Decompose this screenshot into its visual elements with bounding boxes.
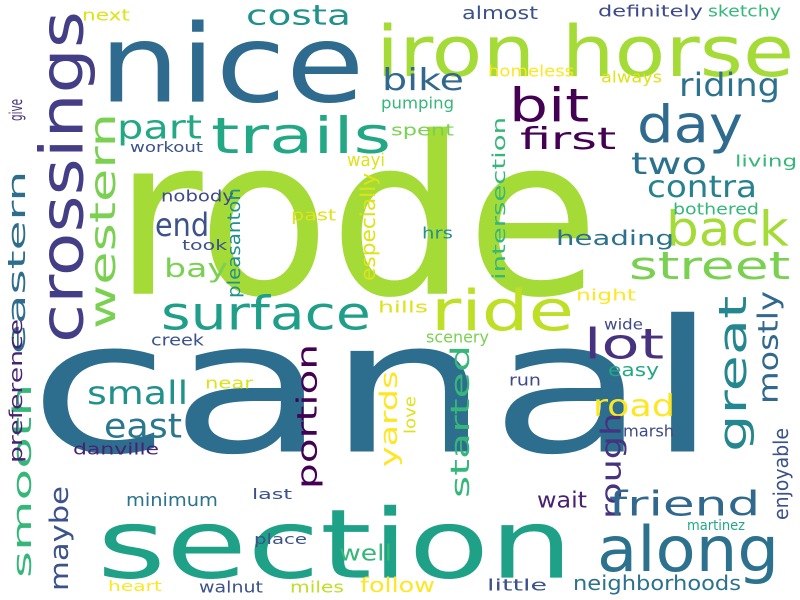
word-portion: portion: [290, 343, 324, 489]
word-give: give: [5, 99, 27, 121]
word-sketchy: sketchy: [708, 1, 781, 21]
word-started: started: [444, 345, 476, 498]
word-spent: spent: [391, 120, 454, 140]
word-back: back: [666, 200, 789, 257]
word-mostly: mostly: [751, 291, 785, 404]
word-wait: wait: [537, 487, 588, 513]
word-martinez: martinez: [687, 516, 746, 534]
word-creek: creek: [151, 330, 204, 350]
word-workout: workout: [130, 138, 204, 156]
word-bike: bike: [382, 62, 465, 98]
word-wayi: wayi: [347, 149, 386, 171]
word-great: great: [710, 295, 756, 452]
word-road: road: [593, 388, 675, 424]
word-trails: trails: [211, 106, 392, 165]
word-heart: heart: [108, 577, 162, 595]
word-love: love: [400, 396, 420, 434]
word-east: east: [104, 405, 183, 446]
word-street: street: [629, 243, 791, 289]
word-section: section: [97, 488, 574, 600]
word-miles: miles: [290, 577, 344, 597]
word-along: along: [597, 513, 780, 586]
word-marsh: marsh: [623, 421, 675, 441]
word-rode: rode: [114, 89, 600, 347]
word-lot: lot: [584, 319, 665, 369]
word-walnut: walnut: [199, 577, 263, 597]
word-first: first: [520, 121, 617, 157]
word-took: took: [182, 236, 228, 254]
word-surface: surface: [161, 286, 371, 341]
word-definitely: definitely: [598, 1, 703, 21]
word-enjoyable: enjoyable: [769, 427, 793, 520]
word-homeless: homeless: [488, 61, 575, 81]
word-little: little: [487, 575, 548, 595]
word-well: well: [339, 540, 392, 566]
word-hrs: hrs: [422, 223, 453, 243]
word-friend: friend: [609, 483, 761, 524]
word-last: last: [252, 485, 293, 503]
word-two: two: [631, 146, 708, 182]
word-riding: riding: [679, 66, 781, 104]
word-next: next: [82, 5, 130, 25]
word-neighborhoods: neighborhoods: [573, 571, 741, 595]
word-minimum: minimum: [126, 489, 218, 511]
word-maybe: maybe: [43, 486, 75, 591]
word-wide: wide: [604, 315, 643, 334]
word-hills: hills: [378, 297, 428, 317]
word-part: part: [117, 108, 203, 147]
word-always: always: [601, 67, 663, 87]
word-western: western: [81, 113, 124, 329]
word-bothered: bothered: [673, 199, 759, 219]
word-canal: canal: [29, 280, 719, 496]
word-intersection: intersection: [488, 116, 510, 280]
word-easy: easy: [608, 359, 660, 381]
word-near: near: [205, 373, 254, 393]
word-living: living: [735, 151, 798, 171]
word-bay: bay: [164, 252, 228, 284]
word-follow: follow: [360, 573, 435, 597]
word-contra: contra: [647, 169, 758, 205]
word-nice: nice: [99, 1, 365, 128]
word-end: end: [155, 206, 210, 244]
word-costa: costa: [246, 0, 351, 32]
word-past: past: [291, 205, 337, 225]
word-night: night: [576, 285, 637, 305]
word-especially: especially: [356, 172, 380, 281]
word-place: place: [254, 530, 308, 548]
word-ride: ride: [431, 277, 574, 344]
word-scenery: scenery: [426, 327, 489, 347]
word-pumping: pumping: [381, 93, 455, 113]
word-almost: almost: [462, 2, 538, 24]
word-day: day: [637, 94, 743, 156]
word-iron-horse: iron horse: [376, 10, 795, 93]
word-nobody: nobody: [161, 186, 234, 206]
word-bit: bit: [509, 78, 590, 133]
word-yards: yards: [374, 370, 403, 467]
word-run: run: [509, 370, 541, 390]
word-danville: danville: [73, 439, 160, 459]
word-small: small: [87, 374, 189, 412]
word-preference: preference: [5, 319, 27, 463]
word-pleasanton: pleasanton: [223, 188, 245, 298]
word-heading: heading: [556, 226, 675, 250]
